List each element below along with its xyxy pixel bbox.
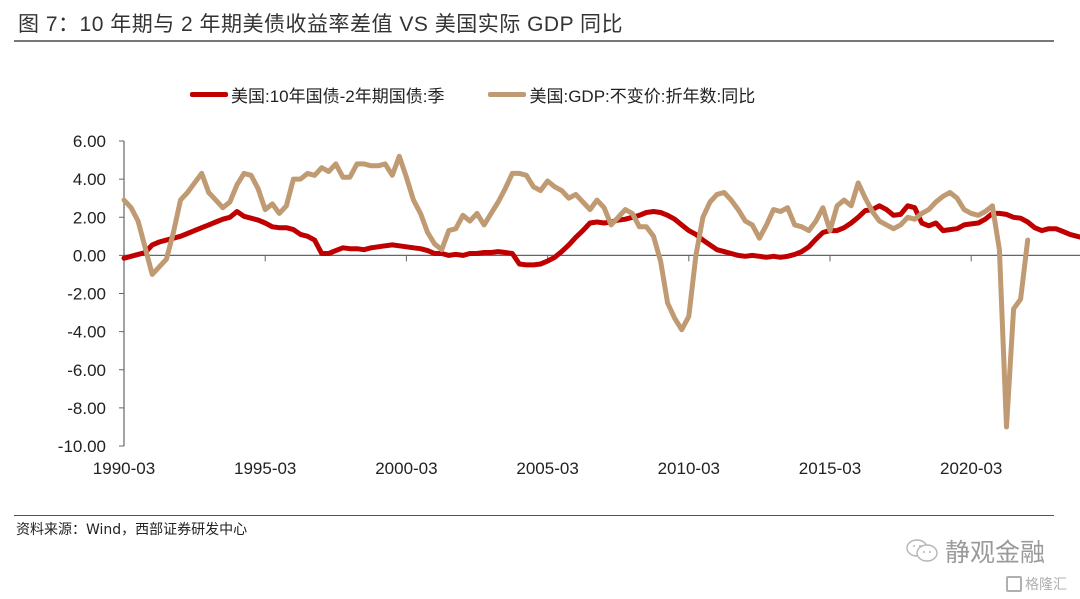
y-tick-label: 2.00 [73,208,106,227]
chart-legend: 美国:10年国债-2年期国债:季 美国:GDP:不变价:折年数:同比 [190,82,799,107]
y-tick-label: -4.00 [67,323,106,342]
source-note: 资料来源：Wind，西部证券研发中心 [16,522,248,538]
y-tick-label: 4.00 [73,170,106,189]
watermark-sub-text: 格隆汇 [1025,577,1067,593]
y-tick-label: -6.00 [67,361,106,380]
series-line-spread [121,203,1080,268]
y-tick-label: 6.00 [73,132,106,151]
watermark-main-text: 静观金融 [945,538,1046,567]
x-tick-label: 2000-03 [375,459,437,478]
gelonghui-logo-icon [1006,576,1022,592]
y-tick-label: -10.00 [58,437,106,456]
watermark-gelonghui: 格隆汇 [1006,574,1067,594]
wechat-icon [906,539,938,562]
legend-item-gdp: 美国:GDP:不变价:折年数:同比 [488,82,755,107]
x-tick-label: 1995-03 [234,459,296,478]
series-line-gdp [121,153,1031,430]
watermark-wechat: 静观金融 [905,533,1045,569]
x-tick-label: 1990-03 [93,459,155,478]
y-tick-label: 0.00 [73,246,106,265]
x-tick-label: 2010-03 [658,459,720,478]
source-divider [14,515,1054,516]
title-divider [14,40,1054,42]
x-tick-label: 2020-03 [940,459,1002,478]
legend-label-spread: 美国:10年国债-2年期国债:季 [231,87,445,106]
y-tick-label: -8.00 [67,399,106,418]
legend-swatch-spread [190,92,228,97]
legend-item-spread: 美国:10年国债-2年期国债:季 [190,82,444,107]
x-tick-label: 2015-03 [799,459,861,478]
legend-label-gdp: 美国:GDP:不变价:折年数:同比 [529,87,756,106]
x-tick-label: 2005-03 [516,459,578,478]
chart-title: 图 7：10 年期与 2 年期美债收益率差值 VS 美国实际 GDP 同比 [18,13,624,36]
y-tick-label: -2.00 [67,285,106,304]
legend-swatch-gdp [488,92,527,97]
